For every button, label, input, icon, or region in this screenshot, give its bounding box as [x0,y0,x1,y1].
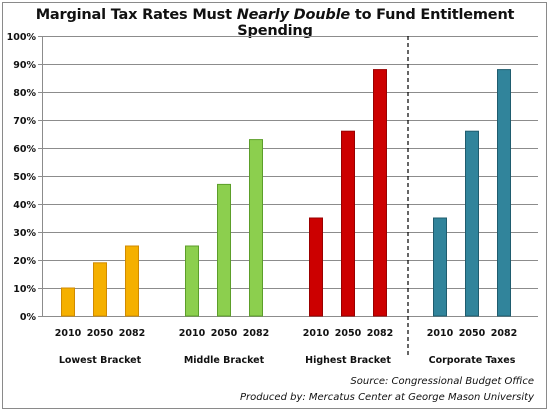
chart-title: Marginal Tax Rates Must Nearly Double to… [0,7,550,39]
x-tick-label: 2082 [367,328,393,339]
y-tick-label: 70% [13,116,36,127]
bar-lowest-bracket-2082 [125,245,139,317]
x-tick-label: 2010 [55,328,82,339]
y-tick-label: 50% [13,172,36,183]
bar-middle-bracket-2050 [217,183,231,317]
bar-corporate-taxes-2010 [433,217,447,317]
group-label: Middle Bracket [184,355,265,366]
bar-middle-bracket-2082 [249,139,263,317]
bars [61,69,511,317]
x-tick-label: 2010 [427,328,454,339]
y-tick-label: 100% [7,32,37,43]
group-label: Corporate Taxes [429,355,516,366]
bar-corporate-taxes-2082 [497,69,511,317]
x-tick-label: 2050 [459,328,486,339]
y-tick-label: 10% [13,284,36,295]
x-tick-label: 2082 [119,328,145,339]
group-label: Lowest Bracket [59,355,142,366]
bar-highest-bracket-2010 [309,217,323,317]
bar-corporate-taxes-2050 [465,130,479,317]
bar-lowest-bracket-2010 [61,287,75,317]
y-tick-label: 80% [13,88,36,99]
labels: 0% 10% 20% 30% 40% 50% 60% 70% 80% 90% 100% 2010 205… [7,32,518,366]
chart-frame [2,2,547,409]
x-tick-label: 2010 [303,328,330,339]
y-tick-label: 60% [13,144,36,155]
group-label: Highest Bracket [305,355,391,366]
axes [38,36,538,356]
x-tick-label: 2050 [211,328,238,339]
y-tick-label: 0% [20,312,37,323]
bar-highest-bracket-2082 [373,69,387,317]
y-tick-label: 20% [13,256,36,267]
producer-note: Produced by: Mercatus Center at George M… [239,392,534,403]
x-tick-label: 2010 [179,328,206,339]
x-tick-label: 2050 [335,328,362,339]
x-tick-label: 2082 [243,328,269,339]
chart-title-start: Marginal Tax Rates Must [35,7,237,23]
bar-lowest-bracket-2050 [93,262,107,317]
chart-title-emphasis: Nearly Double [236,7,350,23]
y-tick-label: 90% [13,60,36,71]
y-tick-label: 30% [13,228,36,239]
chart-title-end: to Fund Entitlement Spending [237,7,515,39]
y-tick-label: 40% [13,200,36,211]
gridlines [42,36,538,289]
bar-highest-bracket-2050 [341,130,355,317]
x-tick-label: 2050 [87,328,114,339]
bar-middle-bracket-2010 [185,245,199,317]
x-tick-label: 2082 [491,328,517,339]
source-note: Source: Congressional Budget Office [350,376,534,387]
